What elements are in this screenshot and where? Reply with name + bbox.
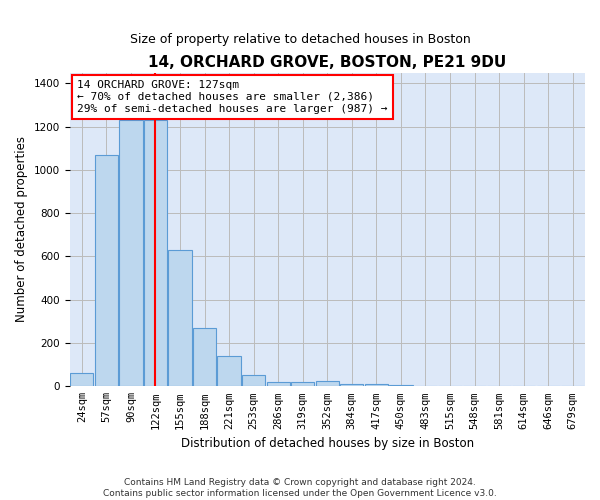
Bar [242,376,265,386]
Bar [340,384,364,386]
Bar [316,381,339,386]
Text: 14 ORCHARD GROVE: 127sqm
← 70% of detached houses are smaller (2,386)
29% of sem: 14 ORCHARD GROVE: 127sqm ← 70% of detach… [77,80,388,114]
Bar [95,155,118,386]
Title: 14, ORCHARD GROVE, BOSTON, PE21 9DU: 14, ORCHARD GROVE, BOSTON, PE21 9DU [148,55,506,70]
Bar [266,382,290,386]
Text: Contains HM Land Registry data © Crown copyright and database right 2024.
Contai: Contains HM Land Registry data © Crown c… [103,478,497,498]
Bar [389,385,413,386]
Y-axis label: Number of detached properties: Number of detached properties [15,136,28,322]
Bar [119,120,143,386]
Text: Size of property relative to detached houses in Boston: Size of property relative to detached ho… [130,32,470,46]
Bar [193,328,216,386]
Bar [365,384,388,386]
Bar [144,120,167,386]
Bar [169,250,191,386]
Bar [291,382,314,386]
Bar [70,374,94,386]
Bar [217,356,241,386]
X-axis label: Distribution of detached houses by size in Boston: Distribution of detached houses by size … [181,437,474,450]
